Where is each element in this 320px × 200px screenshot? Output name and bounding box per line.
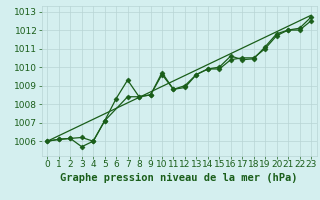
X-axis label: Graphe pression niveau de la mer (hPa): Graphe pression niveau de la mer (hPa) — [60, 173, 298, 183]
